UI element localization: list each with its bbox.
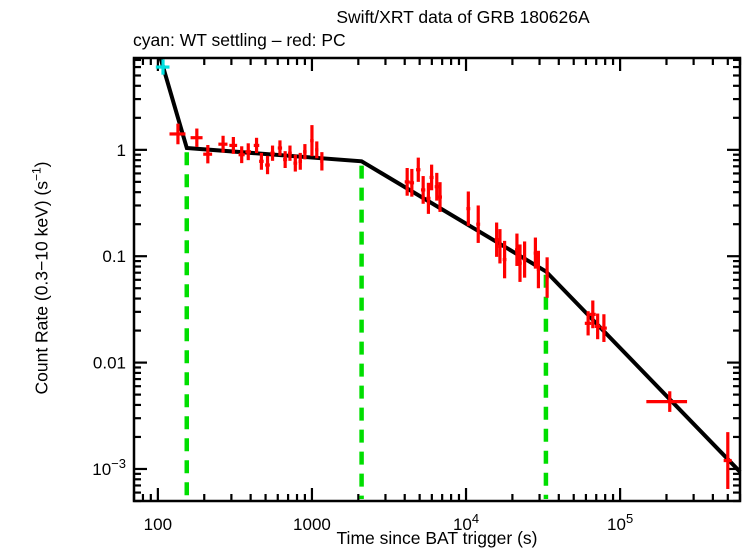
chart-subtitle-legend: cyan: WT settling – red: PC <box>133 30 346 50</box>
plot-frame <box>132 56 742 503</box>
y-tick-label: 1 <box>117 141 126 160</box>
x-tick-label: 1000 <box>293 515 331 534</box>
x-tick-label: 105 <box>607 511 633 534</box>
y-tick-label: 0.01 <box>93 354 126 373</box>
y-tick-label: 0.1 <box>102 247 126 266</box>
y-axis-label-text: Count Rate (0.3−10 keV) (s <box>31 181 52 395</box>
y-tick-label: 10−3 <box>92 456 126 479</box>
y-axis-label: Count Rate (0.3−10 keV) (s−1) <box>29 161 53 395</box>
y-axis-label-suffix: ) <box>31 161 52 168</box>
x-axis-label: Time since BAT trigger (s) <box>336 528 538 548</box>
x-tick-label: 100 <box>144 515 172 534</box>
chart-title: Swift/XRT data of GRB 180626A <box>336 7 590 27</box>
y-axis-label-superscript: −1 <box>29 167 44 181</box>
x-tick-label: 104 <box>453 511 479 534</box>
fit-line <box>158 57 742 474</box>
